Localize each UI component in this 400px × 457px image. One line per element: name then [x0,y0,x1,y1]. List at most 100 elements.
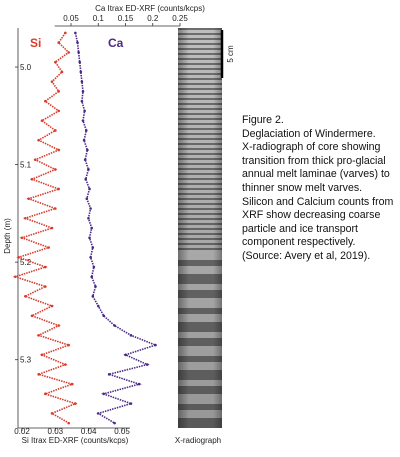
data-point [154,343,157,347]
data-point [50,304,54,308]
data-point [37,373,40,376]
data-point [76,41,79,44]
data-point [90,275,94,279]
data-point [86,148,89,152]
data-point [54,168,57,171]
data-point [88,187,91,191]
bottom-axis-title: Si Itrax ED-XRF (counts/kcps) [22,436,129,445]
data-point [54,129,57,132]
data-point [107,373,111,376]
data-point [89,255,92,259]
top-tick-label: 0.1 [93,14,105,23]
data-point [80,80,84,83]
data-point [54,60,57,64]
data-point [81,90,85,93]
data-point [124,353,127,357]
series-ca [74,31,158,425]
data-point [83,109,86,113]
data-point [14,275,17,279]
depth-axis: 5.0 5.1 5.2 5.3 [15,28,32,428]
data-point [81,119,85,122]
data-point [129,334,133,337]
data-point [146,363,149,366]
bottom-tick-label: 0.04 [81,427,97,436]
data-point [47,246,50,249]
data-point [91,294,95,298]
data-point [67,343,70,347]
y-axis-title: Depth (m) [3,218,12,254]
data-point [24,216,27,220]
data-point [102,314,105,318]
data-point [64,31,67,35]
scale-bar-label: 5 cm [226,45,235,63]
series-si [12,31,78,425]
data-point [44,285,47,288]
data-point [74,402,77,405]
data-point [40,353,44,357]
data-point [50,80,54,83]
data-point [84,129,88,132]
top-tick-label: 0.05 [63,14,79,23]
top-tick-label: 0.15 [118,14,134,23]
top-tick-label: 0.2 [147,14,159,23]
data-point [89,207,92,210]
xradiograph-label: X-radiograph [175,436,221,445]
bottom-tick-label: 0.05 [114,427,130,436]
data-point [57,109,60,113]
top-tick-label: 0.25 [172,14,188,23]
caption-heading: Figure 2. [242,114,284,126]
data-point [17,255,20,259]
data-point [54,207,57,210]
data-point [40,119,44,122]
series-label-ca: Ca [108,36,124,50]
top-axis: 0.05 0.1 0.15 0.2 0.25 [54,14,188,27]
data-point [20,236,24,240]
bottom-tick-label: 0.03 [48,427,64,436]
data-point [80,99,84,103]
data-point [102,392,105,396]
data-point [84,177,88,181]
figure-caption: Figure 2. Deglaciation of Windermere. X-… [242,114,394,264]
data-point [24,294,27,298]
data-point [44,392,47,396]
data-point [87,168,90,171]
data-point [129,402,133,405]
data-point [44,265,47,269]
data-point [34,158,37,162]
data-point [67,421,70,425]
data-point [37,138,40,142]
data-point [57,41,60,44]
data-point [94,285,97,288]
data-point [27,197,30,201]
data-point [50,412,54,415]
xradiograph-image [178,28,222,428]
data-point [79,70,83,74]
data-point [30,314,34,318]
bottom-tick-label: 0.02 [14,427,30,436]
data-point [37,334,40,337]
data-point [60,70,64,74]
depth-tick-label: 5.0 [20,63,32,72]
data-point [57,90,60,93]
caption-title: Deglaciation of Windermere. [242,127,376,140]
data-point [113,421,116,425]
data-point [64,363,67,366]
data-point [92,265,96,269]
data-point [50,226,54,230]
depth-tick-label: 5.1 [20,161,32,170]
bottom-axis: 0.02 0.03 0.04 0.05 [14,427,130,436]
data-point [30,177,34,181]
data-point [77,51,80,54]
caption-body: X-radiograph of core showing transition … [242,141,394,249]
data-point [113,324,116,327]
series-line [12,32,78,424]
data-point [74,31,77,35]
data-point [83,158,87,162]
data-point [78,60,82,64]
series-label-si: Si [30,36,41,50]
data-point [67,51,70,54]
series-line [74,32,158,424]
data-point [57,324,60,327]
data-point [137,382,141,386]
